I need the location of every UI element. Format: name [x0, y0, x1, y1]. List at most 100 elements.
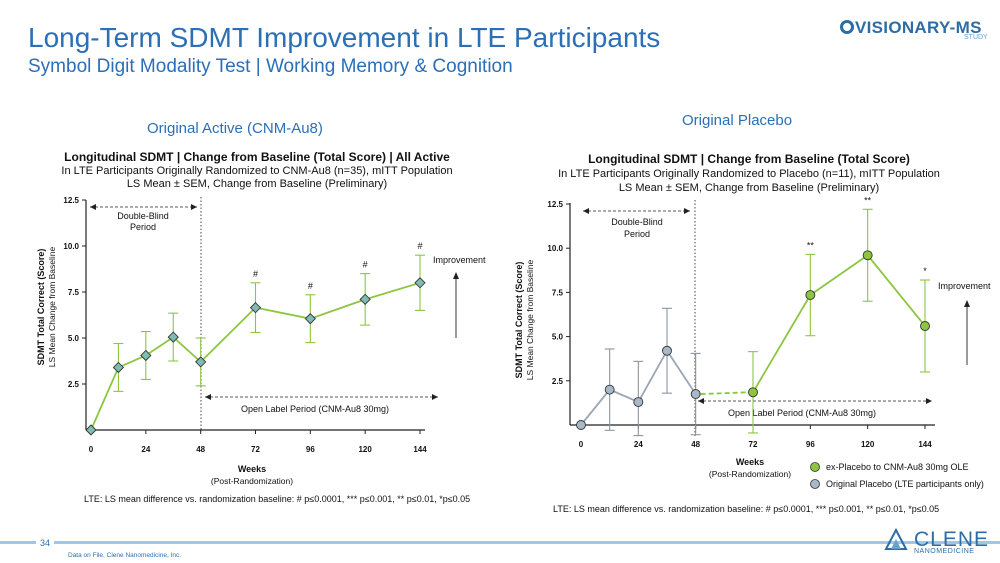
y-tick-label: 12.5	[547, 200, 563, 209]
plot-area: # # # #	[85, 241, 426, 436]
open-label-text: Open Label Period (CNM-Au8 30mg)	[241, 404, 389, 414]
x-tick-label: 48	[691, 440, 700, 449]
y-axis-label-1: SDMT Total Correct (Score)	[36, 249, 46, 366]
logo-subtext: STUDY	[964, 34, 988, 41]
chart-title: Longitudinal SDMT | Change from Baseline…	[64, 150, 450, 164]
open-label-annotation: Open Label Period (CNM-Au8 30mg)	[205, 394, 438, 414]
page-title: Long-Term SDMT Improvement in LTE Partic…	[28, 22, 661, 53]
visionary-ms-logo: VISIONARY-MS	[840, 18, 982, 38]
legend-marker-placebo	[810, 479, 820, 489]
y-axis-label-2: LS Mean Change from Baseline	[47, 246, 57, 367]
x-tick-label: 0	[579, 440, 584, 449]
y-tick-label: 2.5	[68, 380, 80, 389]
section-label-active: Original Active (CNM-Au8)	[147, 120, 323, 137]
significance-marker: *	[923, 266, 927, 276]
chart-subtitle-2: LS Mean ± SEM, Change from Baseline (Pre…	[127, 178, 387, 190]
data-point	[195, 356, 207, 368]
x-tick-label: 96	[306, 445, 315, 454]
y-axis-label-1: SDMT Total Correct (Score)	[514, 262, 524, 379]
x-tick-label: 144	[413, 445, 427, 454]
x-tick-label: 144	[918, 440, 932, 449]
chart-subtitle-2: LS Mean ± SEM, Change from Baseline (Pre…	[619, 182, 879, 194]
significance-marker: **	[864, 195, 872, 205]
chart-subtitle-1: In LTE Participants Originally Randomize…	[558, 168, 940, 180]
company-logo-text: CLENE	[914, 528, 990, 551]
y-tick-label: 5.0	[68, 334, 80, 343]
significance-marker: #	[308, 281, 313, 291]
data-point	[140, 349, 152, 362]
improvement-annotation: Improvement	[938, 281, 991, 365]
double-blind-annotation: Double-Blind Period	[583, 208, 690, 239]
double-blind-label-2: Period	[130, 222, 156, 232]
x-tick-label: 0	[89, 445, 94, 454]
y-tick-label: 10.0	[547, 244, 563, 253]
x-tick-label: 24	[141, 445, 150, 454]
double-blind-label-1: Double-Blind	[117, 211, 169, 221]
y-tick-label: 2.5	[552, 377, 564, 386]
double-blind-label-2: Period	[624, 229, 650, 239]
data-point	[690, 389, 701, 400]
legend: ex-Placebo to CNM-Au8 30mg OLE Original …	[810, 462, 984, 489]
up-arrow-icon	[453, 272, 459, 279]
improvement-label: Improvement	[938, 281, 991, 291]
legend-label-ole: ex-Placebo to CNM-Au8 30mg OLE	[826, 462, 969, 472]
x-tick-label: 24	[634, 440, 643, 449]
y-tick-label: 10.0	[63, 242, 79, 251]
data-point	[304, 313, 316, 325]
x-tick-label: 48	[196, 445, 205, 454]
x-tick-label: 120	[861, 440, 875, 449]
significance-marker: #	[253, 269, 258, 279]
significance-marker: **	[807, 240, 815, 250]
logo-text: VISIONARY-MS	[855, 18, 982, 37]
double-blind-annotation: Double-Blind Period	[90, 204, 197, 232]
improvement-label: Improvement	[433, 255, 486, 265]
significance-marker: #	[417, 241, 422, 251]
significance-marker: #	[363, 260, 368, 270]
x-axis-label-1: Weeks	[238, 464, 266, 474]
axis-ticks: 2.5 5.0 7.5 10.0 12.5 0 24 48 72 96 120 144	[63, 196, 427, 454]
data-point	[604, 384, 615, 395]
chart-original-placebo: Longitudinal SDMT | Change from Baseline…	[514, 152, 991, 514]
up-arrow-icon	[964, 300, 970, 307]
y-tick-label: 7.5	[68, 288, 80, 297]
y-axis-label: SDMT Total Correct (Score) LS Mean Chang…	[36, 246, 57, 367]
data-point	[414, 277, 426, 289]
legend-label-placebo: Original Placebo (LTE participants only)	[826, 479, 984, 489]
data-point	[85, 424, 97, 436]
chart-footnote: LTE: LS mean difference vs. randomizatio…	[84, 494, 470, 504]
footer-divider	[0, 541, 1000, 544]
double-blind-label-1: Double-Blind	[611, 217, 663, 227]
data-point	[805, 290, 816, 301]
x-tick-label: 72	[749, 440, 758, 449]
data-point	[249, 302, 262, 314]
legend-marker-ole	[810, 462, 820, 472]
y-axis-label-2: LS Mean Change from Baseline	[525, 259, 535, 380]
chart-subtitle-1: In LTE Participants Originally Randomize…	[61, 165, 452, 177]
logo-ring-icon	[840, 20, 854, 34]
transition-line	[700, 391, 749, 395]
data-point	[633, 397, 644, 407]
data-point	[167, 331, 179, 343]
plot-area: *****	[576, 195, 930, 437]
series-line	[752, 254, 926, 393]
axis-ticks: 2.5 5.0 7.5 10.0 12.5 0 24 48 72 96 120 144	[547, 200, 932, 449]
y-axis-label: SDMT Total Correct (Score) LS Mean Chang…	[514, 259, 535, 380]
y-tick-label: 12.5	[63, 196, 79, 205]
x-tick-label: 96	[806, 440, 815, 449]
data-point	[862, 250, 873, 261]
improvement-annotation: Improvement	[433, 255, 486, 338]
data-point	[662, 345, 672, 356]
y-tick-label: 5.0	[552, 333, 564, 342]
open-label-annotation: Open Label Period (CNM-Au8 30mg)	[698, 398, 932, 418]
section-label-placebo: Original Placebo	[682, 112, 793, 129]
data-point	[576, 420, 586, 430]
clene-logo-icon	[884, 527, 908, 550]
x-axis-label-2: (Post-Randomization)	[709, 469, 791, 479]
x-axis-label-1: Weeks	[736, 457, 764, 467]
y-tick-label: 7.5	[552, 288, 564, 297]
chart-footnote: LTE: LS mean difference vs. randomizatio…	[553, 504, 939, 514]
page-subtitle: Symbol Digit Modality Test | Working Mem…	[28, 56, 513, 77]
x-tick-label: 72	[251, 445, 260, 454]
data-point	[112, 361, 125, 374]
page-number: 34	[36, 538, 55, 548]
